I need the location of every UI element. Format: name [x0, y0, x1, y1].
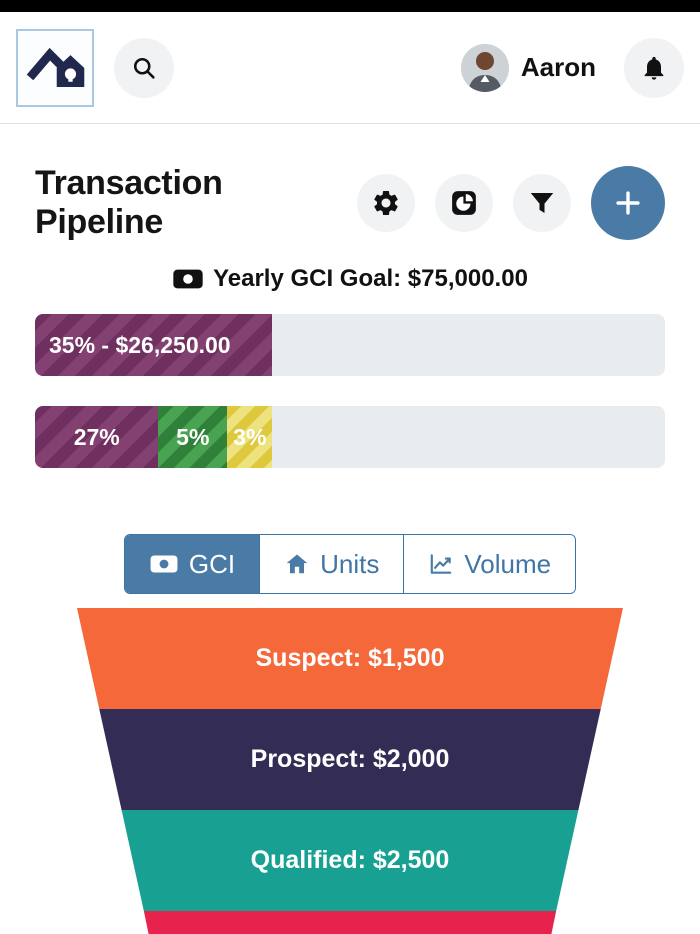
breakdown-segment-1: 27% — [35, 406, 159, 468]
funnel-stage-prospect-label: Prospect: $2,000 — [250, 745, 450, 773]
overall-progress-label: 35% - $26,250.00 — [49, 331, 231, 358]
line-chart-icon — [428, 551, 454, 577]
funnel-stage-qualified-label: Qualified: $2,500 — [250, 846, 450, 874]
page-title: Transaction Pipeline — [35, 164, 223, 241]
overall-progress-bar: 35% - $26,250.00 — [35, 314, 665, 376]
filter-button[interactable] — [513, 174, 571, 232]
breakdown-segment-3-label: 3% — [233, 423, 267, 450]
bell-icon — [640, 54, 668, 82]
status-bar — [0, 0, 700, 12]
app-logo[interactable] — [16, 28, 94, 107]
breakdown-segment-2: 5% — [158, 406, 228, 468]
funnel-stage-prospect[interactable]: Prospect: $2,000 — [99, 709, 601, 810]
user-name[interactable]: Aaron — [520, 52, 596, 82]
user-avatar[interactable] — [460, 43, 509, 92]
metric-tabs-row: GCI Units Volume — [0, 534, 700, 594]
funnel-stage-suspect-label: Suspect: $1,500 — [255, 644, 445, 672]
add-button[interactable] — [591, 166, 665, 240]
house-icon — [284, 551, 310, 577]
pie-chart-icon — [449, 188, 479, 218]
settings-button[interactable] — [357, 174, 415, 232]
metric-tab-group: GCI Units Volume — [123, 534, 577, 594]
progress-bars: 35% - $26,250.00 27% 5% 3% — [35, 314, 665, 468]
search-button[interactable] — [114, 37, 174, 98]
breakdown-segment-1-label: 27% — [73, 423, 120, 450]
tab-volume[interactable]: Volume — [403, 535, 576, 593]
breakdown-segment-3: 3% — [227, 406, 273, 468]
breakdown-segment-2-label: 5% — [176, 423, 210, 450]
title-actions — [357, 166, 665, 240]
funnel-stage-qualified[interactable]: Qualified: $2,500 — [121, 810, 579, 911]
filter-funnel-icon — [527, 188, 557, 218]
title-row: Transaction Pipeline — [35, 164, 665, 242]
cash-icon — [172, 267, 204, 291]
tab-volume-label: Volume — [464, 548, 552, 579]
goal-row: Yearly GCI Goal: $75,000.00 — [0, 264, 700, 294]
pipeline-funnel: Suspect: $1,500 Prospect: $2,000 Qualifi… — [0, 608, 700, 934]
breakdown-progress-bar: 27% 5% 3% — [35, 406, 665, 468]
reports-button[interactable] — [435, 174, 493, 232]
funnel-stage-suspect[interactable]: Suspect: $1,500 — [77, 608, 623, 709]
tab-gci-label: GCI — [188, 548, 236, 579]
tab-units-label: Units — [320, 548, 380, 579]
funnel-stage-next[interactable] — [143, 911, 557, 934]
app-header: Aaron — [0, 12, 700, 124]
notifications-button[interactable] — [624, 37, 684, 98]
gear-icon — [371, 188, 401, 218]
search-icon — [130, 54, 158, 82]
overall-progress-fill: 35% - $26,250.00 — [35, 314, 272, 376]
goal-label: Yearly GCI Goal: $75,000.00 — [213, 265, 528, 292]
money-icon — [149, 553, 179, 575]
plus-icon — [611, 186, 645, 220]
roof-house-lock-logo-icon — [24, 37, 86, 99]
tab-units[interactable]: Units — [259, 535, 404, 593]
tab-gci[interactable]: GCI — [124, 535, 260, 593]
